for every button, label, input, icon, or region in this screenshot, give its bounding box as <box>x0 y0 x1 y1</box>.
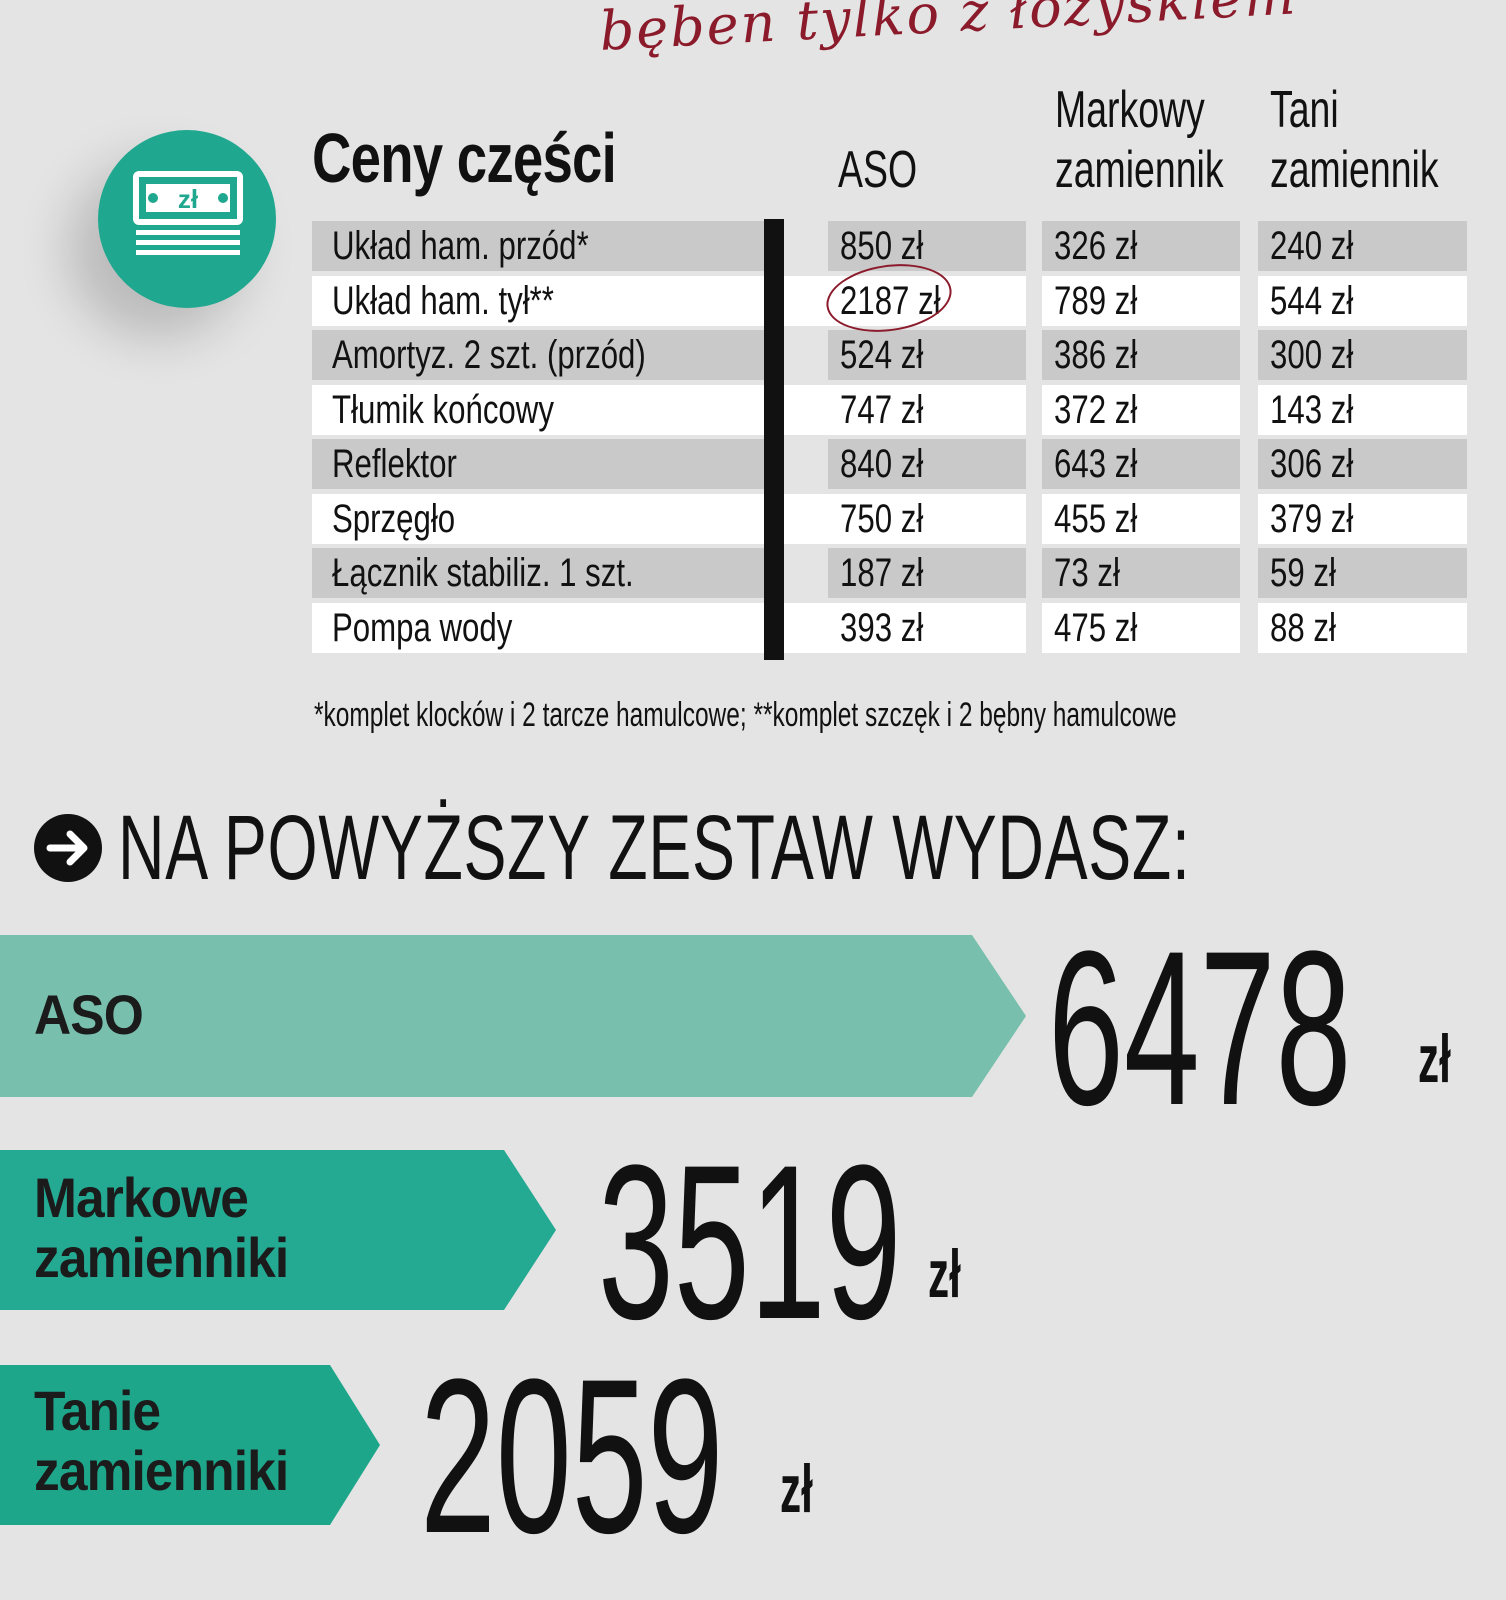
part-name: Amortyz. 2 szt. (przód) <box>332 333 646 377</box>
price-tani: 143 zł <box>1270 387 1354 432</box>
table-title: Ceny części <box>312 119 617 197</box>
part-name: Reflektor <box>332 442 457 486</box>
band-label-line2: zamienniki <box>34 1226 289 1289</box>
handwritten-note: bęben tylko z łożyskiem <box>598 0 1299 63</box>
band-markowe-fill <box>0 1150 556 1310</box>
price-markowy: 475 zł <box>1054 605 1138 650</box>
band-label-line1: Tanie <box>34 1379 161 1442</box>
band-label-line2: zamienniki <box>34 1439 289 1502</box>
band-aso-shape <box>0 935 1026 1097</box>
price-aso: 840 zł <box>840 442 924 486</box>
price-tani: 59 zł <box>1270 551 1336 595</box>
band-label-line1: Markowe <box>34 1166 249 1229</box>
unit-tanie: zł <box>780 1451 813 1527</box>
price-tani: 379 zł <box>1270 496 1354 541</box>
parts-price-table: Układ ham. przód* 850 zł 326 zł 240 zł U… <box>312 219 1467 660</box>
price-aso: 850 zł <box>840 224 924 268</box>
part-name: Sprzęgło <box>332 496 456 541</box>
column-header-markowy: Markowy zamiennik <box>1055 81 1224 199</box>
arrow-right-icon <box>34 814 102 882</box>
price-aso: 2187 zł <box>840 278 941 323</box>
price-markowy: 386 zł <box>1054 333 1138 377</box>
price-tani: 306 zł <box>1270 442 1354 486</box>
part-name: Łącznik stabiliz. 1 szt. <box>332 551 634 595</box>
price-tani: 88 zł <box>1270 605 1336 650</box>
price-markowy: 326 zł <box>1054 224 1138 268</box>
total-aso: 6478 <box>1048 905 1352 1151</box>
footnote: *komplet klocków i 2 tarcze hamulcowe; *… <box>314 696 1177 734</box>
band-tanie-shape <box>0 1365 380 1525</box>
price-tani: 544 zł <box>1270 278 1354 323</box>
price-markowy: 73 zł <box>1054 551 1120 595</box>
part-name: Pompa wody <box>332 605 513 650</box>
table-row: Układ ham. tył** 2187 zł 789 zł 544 zł <box>312 274 1467 329</box>
band-tanie-fill <box>0 1365 380 1525</box>
band-tanie: Tanie zamienniki <box>0 1365 384 1525</box>
price-aso: 747 zł <box>840 387 924 432</box>
table-row: Reflektor 840 zł 643 zł 306 zł <box>312 437 1467 492</box>
total-markowe: 3519 <box>598 1119 902 1365</box>
price-aso: 750 zł <box>840 496 924 541</box>
table-row: Tłumik końcowy 747 zł 372 zł 143 zł <box>312 383 1467 438</box>
band-markowe: Markowe zamienniki <box>0 1150 560 1310</box>
price-aso: 524 zł <box>840 333 924 377</box>
price-tani: 240 zł <box>1270 224 1354 268</box>
unit-aso: zł <box>1418 1021 1451 1097</box>
table-row: Pompa wody 393 zł 475 zł 88 zł <box>312 601 1467 656</box>
table-row: Układ ham. przód* 850 zł 326 zł 240 zł <box>312 219 1467 274</box>
total-tanie: 2059 <box>420 1333 724 1579</box>
table-row: Łącznik stabiliz. 1 szt. 187 zł 73 zł 59… <box>312 546 1467 601</box>
price-aso: 393 zł <box>840 605 924 650</box>
price-markowy: 789 zł <box>1054 278 1138 323</box>
unit-markowe: zł <box>928 1236 961 1312</box>
table-row: Amortyz. 2 szt. (przód) 524 zł 386 zł 30… <box>312 328 1467 383</box>
column-divider <box>764 219 784 660</box>
zloty-symbol: zł <box>178 184 199 214</box>
band-aso-fill <box>0 935 1026 1097</box>
summary-title: NA POWYŻSZY ZESTAW WYDASZ: <box>118 797 1191 899</box>
column-header-tani: Tani zamiennik <box>1270 81 1439 199</box>
price-markowy: 643 zł <box>1054 442 1138 486</box>
part-name: Układ ham. tył** <box>332 278 554 323</box>
price-tani: 300 zł <box>1270 333 1354 377</box>
column-header-aso: ASO <box>838 141 918 199</box>
part-name: Układ ham. przód* <box>332 224 589 268</box>
band-markowe-shape <box>0 1150 556 1310</box>
banknote-icon: zł <box>133 171 243 255</box>
band-label: ASO <box>34 983 144 1046</box>
price-aso: 187 zł <box>840 551 924 595</box>
price-markowy: 455 zł <box>1054 496 1138 541</box>
money-zloty-icon: zł <box>98 130 276 308</box>
band-aso: ASO <box>0 935 1030 1097</box>
part-name: Tłumik końcowy <box>332 387 554 432</box>
price-markowy: 372 zł <box>1054 387 1138 432</box>
table-row: Sprzęgło 750 zł 455 zł 379 zł <box>312 492 1467 547</box>
